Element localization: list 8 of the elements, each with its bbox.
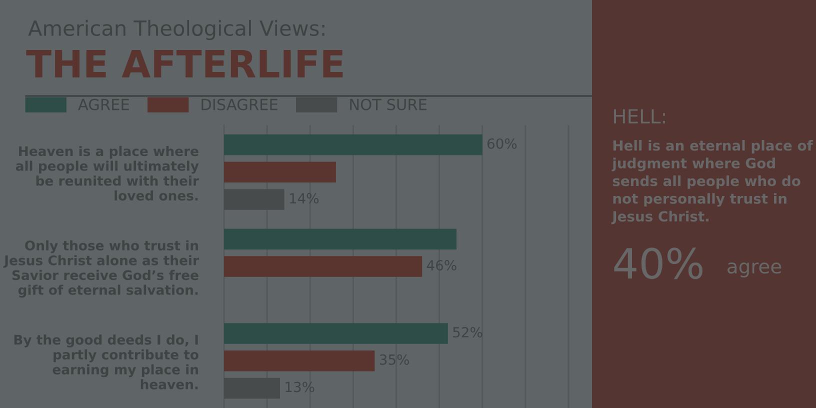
bar	[224, 350, 375, 372]
bar	[224, 162, 336, 183]
bar	[224, 323, 448, 344]
bar	[224, 228, 457, 250]
bar	[224, 189, 284, 210]
bar	[224, 378, 280, 399]
bar	[224, 256, 422, 277]
bar	[224, 134, 482, 156]
